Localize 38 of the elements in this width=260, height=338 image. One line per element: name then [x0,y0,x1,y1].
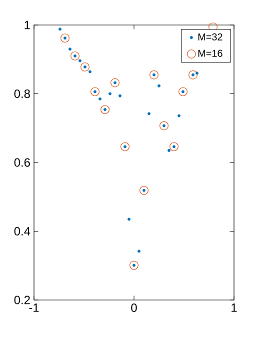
x-tick-label: 1 [232,304,237,312]
point [138,250,140,253]
point [130,260,138,270]
point [60,34,70,43]
point [178,87,188,96]
y-tick-label: 0.4 [14,227,30,236]
point [58,28,62,31]
point [158,84,160,88]
point [110,78,120,88]
point [70,51,80,60]
y-tick-label: 0.8 [14,90,30,98]
legend-label: M=32 [198,33,222,40]
point [88,70,92,74]
y-tick-label: 1 [24,20,30,30]
point [140,186,148,195]
point [90,87,100,96]
point [128,218,130,221]
point [168,148,170,152]
point [100,105,110,114]
point [118,94,122,98]
point [178,114,180,118]
point [98,97,102,100]
legend-label: M=16 [198,50,222,57]
point [108,92,112,96]
point [188,70,198,80]
point [68,48,72,51]
y-tick-label: 0.6 [14,158,30,167]
point [80,62,90,72]
y-tick-label: 0.2 [14,296,30,304]
point [170,142,178,152]
point [120,142,130,152]
point [150,70,158,80]
point [148,112,150,116]
x-tick-label: -1 [29,304,39,312]
point [196,72,198,75]
point [78,59,82,62]
point [160,121,168,130]
x-tick-label: 0 [131,304,137,312]
